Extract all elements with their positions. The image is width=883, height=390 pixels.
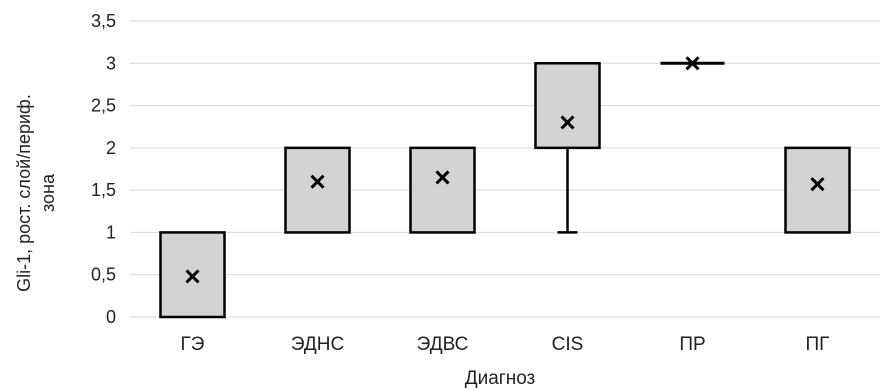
x-tick-label: CIS — [552, 334, 584, 355]
x-tick-label: ЭДНС — [291, 334, 344, 355]
gridlines — [130, 20, 880, 318]
box-group — [284, 146, 351, 234]
mean-marker — [185, 269, 200, 284]
y-tick-label: 3 — [106, 53, 116, 73]
y-tick-label: 2 — [106, 138, 116, 158]
mean-marker — [685, 56, 700, 71]
y-tick-label: 1 — [106, 222, 116, 242]
box-series — [159, 56, 851, 319]
box-group — [784, 146, 851, 234]
y-axis-tick-labels: 0 0,5 1 1,5 2 2,5 3 3,5 — [91, 11, 116, 327]
box-group — [534, 62, 601, 234]
box — [284, 146, 351, 234]
y-axis-title-line-2: зона — [38, 173, 58, 212]
x-tick-label: ЭДВС — [417, 334, 469, 355]
mean-marker — [435, 170, 450, 185]
y-tick-label: 0,5 — [91, 265, 116, 285]
x-axis-title: Диагноз — [465, 368, 536, 389]
x-tick-label: ПГ — [806, 334, 830, 355]
box-group — [159, 231, 226, 319]
box-group — [660, 56, 725, 71]
box-group — [409, 146, 476, 234]
box — [409, 146, 476, 234]
x-tick-label: ГЭ — [181, 334, 205, 355]
x-tick-label: ПР — [679, 334, 705, 355]
y-tick-label: 3,5 — [91, 11, 116, 31]
box — [784, 146, 851, 234]
mean-marker — [560, 115, 575, 130]
mean-marker — [310, 174, 325, 189]
mean-marker — [810, 177, 825, 192]
y-tick-label: 0 — [106, 307, 116, 327]
y-tick-label: 2,5 — [91, 96, 116, 116]
box — [534, 62, 601, 150]
x-axis-tick-labels: ГЭ ЭДНС ЭДВС CIS ПР ПГ — [181, 334, 830, 355]
y-axis-title-line-1: Gli-1, рост. слой/периф. — [14, 94, 34, 292]
y-tick-label: 1,5 — [91, 180, 116, 200]
y-axis-title: Gli-1, рост. слой/периф. зона — [14, 94, 58, 292]
